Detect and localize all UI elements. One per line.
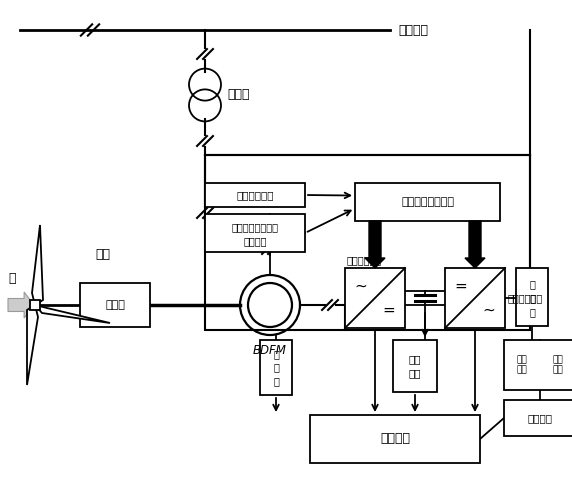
Text: 电网系统: 电网系统 [398, 24, 428, 36]
Text: 控制系统: 控制系统 [380, 432, 410, 446]
Bar [445, 268, 505, 328]
Polygon shape [8, 292, 34, 318]
Text: 度: 度 [273, 362, 279, 372]
Bar [504, 340, 572, 390]
Text: 器: 器 [273, 376, 279, 386]
Text: =: = [383, 302, 395, 318]
Polygon shape [365, 221, 385, 268]
Text: 变速恒频运行系统: 变速恒频运行系统 [401, 197, 454, 207]
Text: 电压: 电压 [409, 354, 421, 364]
Bar [260, 340, 292, 395]
Text: 叶片: 叶片 [95, 248, 110, 262]
Bar [30, 300, 40, 310]
Bar [205, 155, 530, 330]
Text: 制冷
系统: 制冷 系统 [553, 356, 563, 374]
Text: 保护系统: 保护系统 [527, 413, 553, 423]
Text: 超导
线圈: 超导 线圈 [517, 356, 527, 374]
Text: 电机侧变流器: 电机侧变流器 [347, 255, 382, 265]
Text: 速: 速 [273, 349, 279, 359]
Bar [310, 415, 480, 463]
Text: 增速箱: 增速箱 [105, 300, 125, 310]
Bar [80, 283, 150, 327]
Text: ~: ~ [355, 278, 368, 293]
Polygon shape [35, 305, 110, 323]
Bar [205, 183, 305, 207]
Text: ~: ~ [482, 302, 495, 318]
Bar [393, 340, 437, 392]
Text: =: = [455, 278, 467, 293]
Bar [205, 214, 305, 252]
Text: 检测: 检测 [409, 368, 421, 378]
Text: 电机转速输入: 电机转速输入 [236, 190, 274, 200]
Polygon shape [27, 305, 38, 385]
Text: 滤: 滤 [529, 279, 535, 289]
Bar [504, 400, 572, 436]
Bar [355, 183, 500, 221]
Polygon shape [465, 221, 485, 268]
Text: 参数输入: 参数输入 [243, 236, 267, 246]
Text: 电网侧变流器: 电网侧变流器 [508, 293, 543, 303]
Text: 电机绕组电压电流: 电机绕组电压电流 [232, 222, 279, 232]
Bar [345, 268, 405, 328]
Text: 波: 波 [529, 293, 535, 303]
Text: 风: 风 [8, 272, 15, 285]
Text: 器: 器 [529, 307, 535, 317]
Polygon shape [32, 225, 43, 305]
Bar [516, 268, 548, 326]
Text: BDFM: BDFM [253, 344, 287, 356]
Text: 变压器: 变压器 [227, 88, 249, 102]
